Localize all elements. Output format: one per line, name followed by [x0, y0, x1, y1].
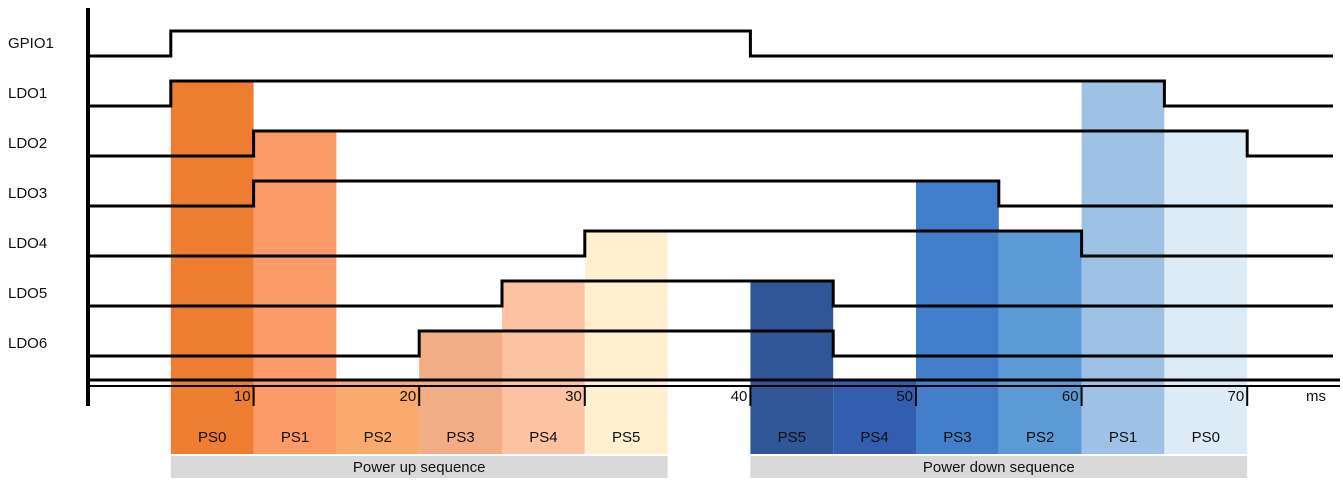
signal-label-gpio1: GPIO1	[8, 35, 54, 52]
x-tick-label: 20	[400, 388, 417, 405]
phase-label-ps1: PS1	[281, 429, 309, 446]
phase-bar-ps4	[833, 380, 916, 454]
phase-bar-ps3	[419, 331, 502, 454]
signal-label-ldo1: LDO1	[8, 85, 47, 102]
signal-label-ldo2: LDO2	[8, 135, 47, 152]
phase-bar-ps2	[336, 380, 420, 454]
phase-bars	[170, 81, 1248, 454]
axes: 10 20 30 40 50 60 70 ms	[86, 8, 1340, 406]
sequence-bar	[750, 456, 1248, 478]
phase-label-ps4: PS4	[860, 429, 888, 446]
phase-bar-ps1	[1081, 81, 1165, 454]
phase-bar-ps1	[253, 131, 337, 454]
phase-label-ps5: PS5	[778, 429, 806, 446]
phase-label-ps2: PS2	[1026, 429, 1054, 446]
signal-trace-ldo4	[88, 229, 1333, 258]
x-tick-label: 10	[234, 388, 251, 405]
signal-trace-ldo3	[88, 179, 1333, 208]
x-unit-label: ms	[1306, 388, 1326, 405]
phase-label-ps3: PS3	[446, 429, 474, 446]
signal-label-ldo3: LDO3	[8, 185, 47, 202]
signal-label-ldo6: LDO6	[8, 335, 47, 352]
sequence-label: Power up sequence	[353, 459, 486, 476]
x-tick-label: 30	[565, 388, 582, 405]
signal-label-ldo5: LDO5	[8, 285, 47, 302]
phase-bar-ps5	[584, 231, 668, 454]
signal-trace-gpio1	[88, 29, 1333, 58]
x-tick-label: 50	[896, 388, 913, 405]
phase-bar-ps3	[916, 181, 999, 454]
phase-label-ps4: PS4	[529, 429, 557, 446]
sequence-bars: Power up sequence Power down sequence	[170, 456, 1248, 478]
signal-label-ldo4: LDO4	[8, 235, 47, 252]
phase-bar-ps0	[1164, 131, 1248, 454]
sequence-bar	[170, 456, 668, 478]
sequence-label: Power down sequence	[923, 459, 1075, 476]
x-tick-label: 70	[1228, 388, 1245, 405]
signal-trace-ldo1	[88, 79, 1333, 108]
phase-label-ps2: PS2	[364, 429, 392, 446]
signal-trace-ldo6	[88, 329, 1333, 358]
phase-label-ps0: PS0	[1192, 429, 1220, 446]
signal-trace-ldo5	[88, 279, 1333, 308]
phase-bar-ps2	[998, 231, 1082, 454]
x-tick-label: 40	[731, 388, 748, 405]
phase-bar-ps4	[502, 281, 585, 454]
x-tick-label: 60	[1062, 388, 1079, 405]
phase-bar-ps0	[170, 81, 254, 454]
signal-trace-ldo2	[88, 129, 1333, 158]
phase-label-ps3: PS3	[943, 429, 971, 446]
signal-traces: GPIO1 LDO1 LDO2 LDO3 LDO4 LDO5 LDO6	[8, 29, 1333, 358]
phase-label-ps1: PS1	[1109, 429, 1137, 446]
phase-bar-ps5	[750, 281, 834, 454]
phase-labels: PS0 PS1 PS2 PS3 PS4 PS5 PS5 PS4 PS3 PS2 PS1 PS0	[198, 429, 1220, 446]
phase-label-ps0: PS0	[198, 429, 226, 446]
phase-label-ps5: PS5	[612, 429, 640, 446]
